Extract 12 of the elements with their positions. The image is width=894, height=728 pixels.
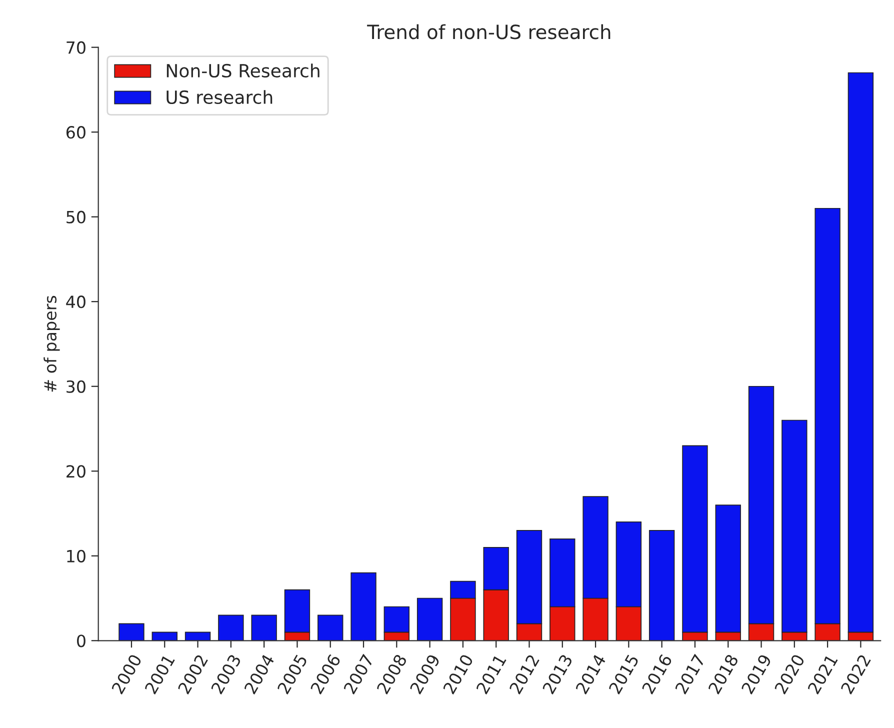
chart-title: Trend of non-US research [367,24,610,40]
y-tick-label: 70 [66,41,86,54]
y-tick-label: 60 [66,126,86,139]
y-tick-label: 20 [66,465,86,478]
y-tick-label: 50 [66,210,86,224]
legend-label: US research [166,90,272,104]
y-tick-label: 10 [67,550,86,562]
y-axis-title: # of papers [44,296,60,392]
legend-label: Non-US Research [166,64,320,78]
y-tick-label: 40 [66,296,86,308]
y-tick-label: 0 [77,634,86,648]
y-tick-label: 30 [66,380,86,393]
